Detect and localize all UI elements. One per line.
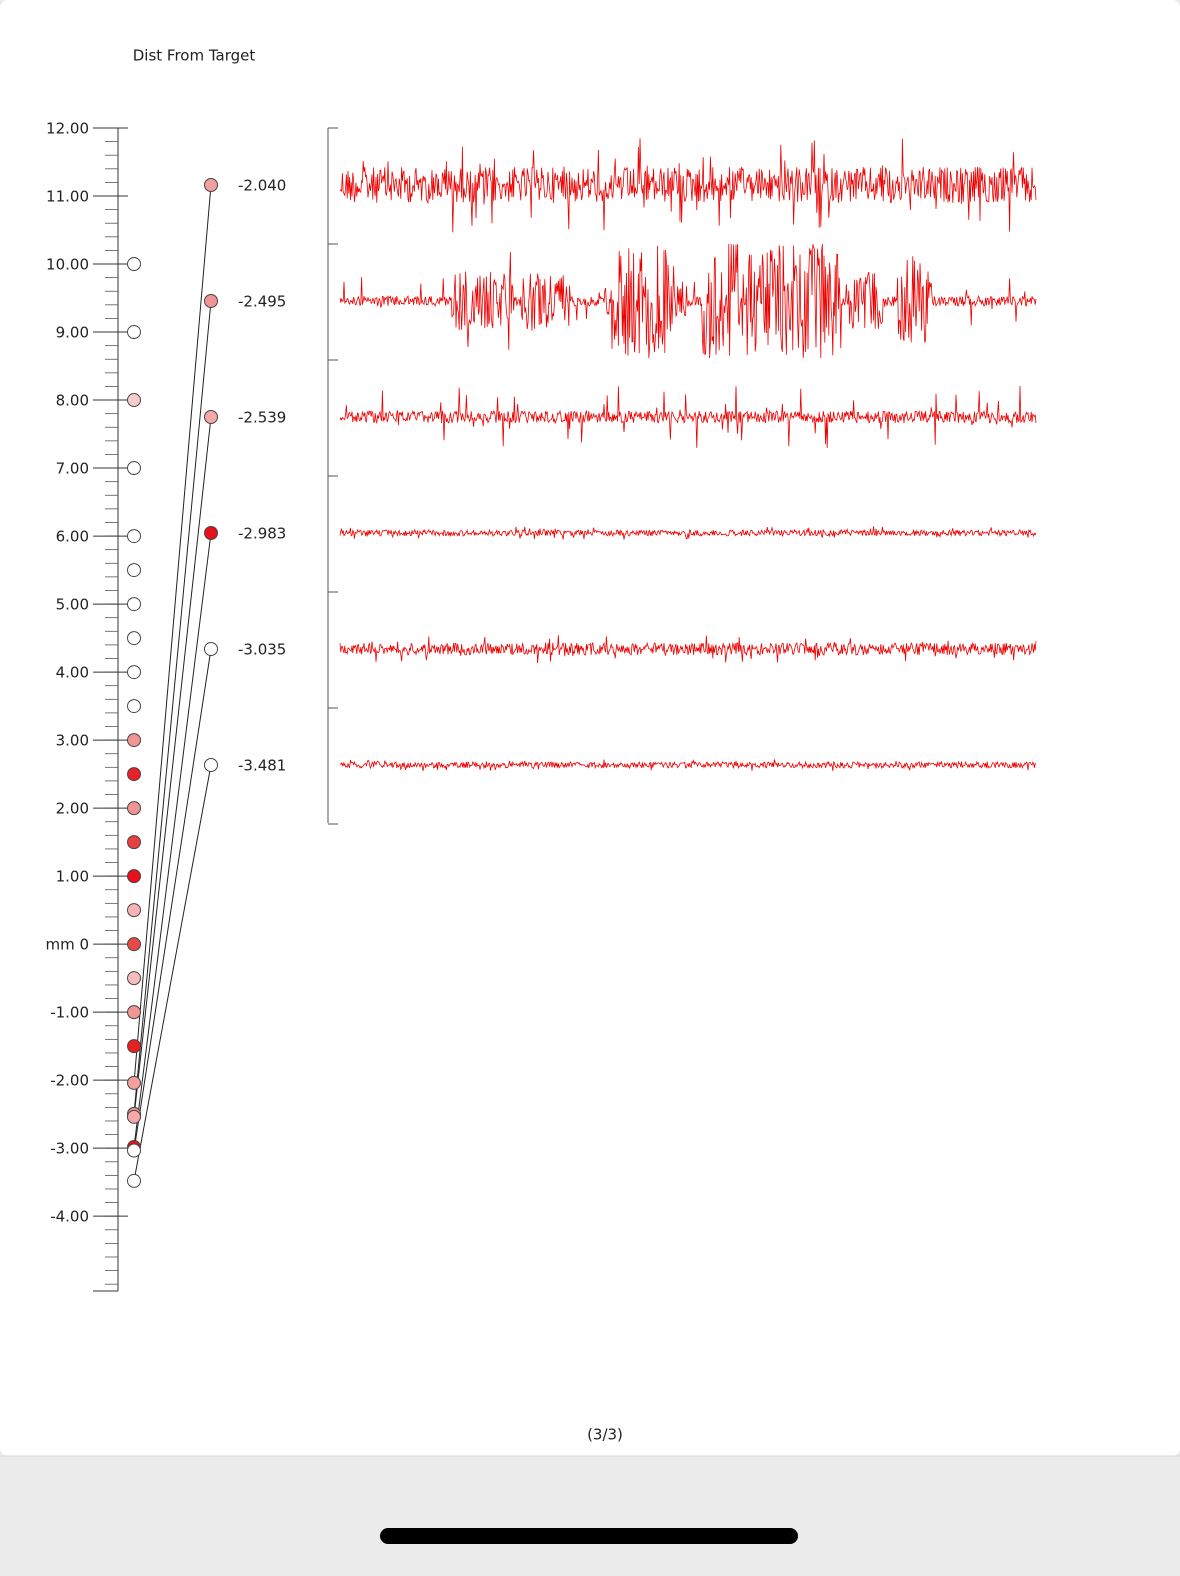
recording-label: -2.539 — [238, 409, 286, 427]
depth-dot — [127, 1005, 141, 1020]
recording-dot — [204, 642, 218, 656]
recording-dot — [204, 758, 218, 772]
recording-dot — [204, 294, 218, 308]
trace — [339, 138, 1037, 233]
trace — [339, 759, 1037, 771]
depth-dot — [127, 1143, 141, 1158]
connector — [133, 184, 212, 1083]
recording-label: -2.495 — [238, 293, 286, 311]
depth-dot — [127, 665, 141, 680]
depth-dot — [127, 529, 141, 544]
y-tick-label: 11.00 — [46, 188, 89, 206]
chart-title: Dist From Target — [133, 47, 256, 65]
y-tick-label: 2.00 — [56, 800, 89, 818]
y-tick-label: -4.00 — [50, 1208, 89, 1226]
connector — [133, 648, 212, 1151]
depth-dot — [127, 1173, 141, 1188]
y-tick-label: 7.00 — [56, 460, 89, 478]
home-indicator — [380, 1528, 798, 1544]
y-tick-label: 12.00 — [46, 120, 89, 138]
depth-dot — [127, 937, 141, 952]
y-tick-label: 3.00 — [56, 732, 89, 750]
y-tick-label: -2.00 — [50, 1072, 89, 1090]
page-indicator: (3/3) — [587, 1426, 623, 1444]
recording-dot — [204, 526, 218, 540]
y-tick-label: 8.00 — [56, 392, 89, 410]
y-tick-label: -1.00 — [50, 1004, 89, 1022]
depth-dot — [127, 971, 141, 986]
depth-dot — [127, 835, 141, 850]
depth-dot — [127, 393, 141, 408]
depth-dot — [127, 903, 141, 918]
depth-dot — [127, 597, 141, 612]
depth-dot — [127, 1075, 141, 1090]
recording-label: -2.983 — [238, 525, 286, 543]
y-tick-label: 4.00 — [56, 664, 89, 682]
y-tick-label: mm 0 — [45, 936, 89, 954]
depth-dot — [127, 461, 141, 476]
depth-dot — [127, 869, 141, 884]
card — [0, 0, 1180, 1456]
depth-dot — [127, 767, 141, 782]
connector — [133, 416, 212, 1117]
y-tick-label: 9.00 — [56, 324, 89, 342]
recording-dot — [204, 178, 218, 192]
recording-label: -3.481 — [238, 757, 286, 775]
depth-dot — [127, 1039, 141, 1054]
depth-dot — [127, 1109, 141, 1124]
y-tick-label: 6.00 — [56, 528, 89, 546]
connector — [133, 532, 212, 1148]
depth-dot — [127, 631, 141, 646]
trace — [339, 526, 1037, 540]
recording-label: -2.040 — [238, 177, 286, 195]
depth-dot — [127, 801, 141, 816]
connector — [133, 764, 212, 1181]
depth-dot — [127, 733, 141, 748]
trace — [339, 243, 1037, 359]
recording-label: -3.035 — [238, 641, 286, 659]
y-tick-label: 5.00 — [56, 596, 89, 614]
depth-dot — [127, 563, 141, 578]
connector — [133, 300, 212, 1114]
depth-dot — [127, 257, 141, 272]
trace — [339, 385, 1037, 449]
y-tick-label: -3.00 — [50, 1140, 89, 1158]
y-tick-label: 10.00 — [46, 256, 89, 274]
depth-dot — [127, 325, 141, 340]
depth-dot — [127, 699, 141, 714]
recording-dot — [204, 410, 218, 424]
trace — [339, 635, 1037, 664]
y-tick-label: 1.00 — [56, 868, 89, 886]
